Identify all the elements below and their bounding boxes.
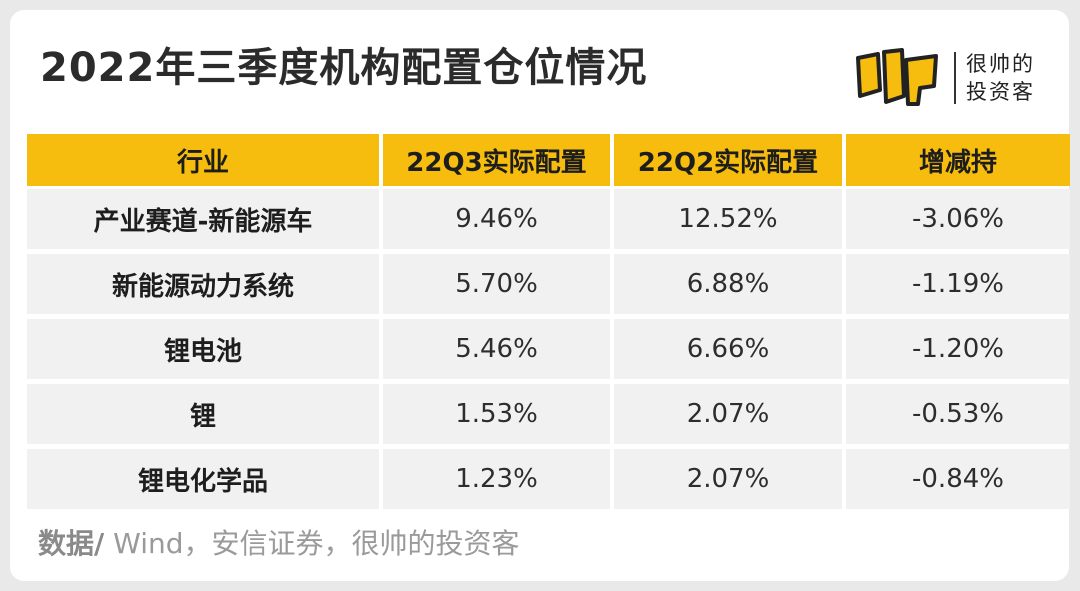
row-2-22q3: 5.70%	[383, 254, 610, 314]
row-2-industry: 新能源动力系统	[27, 254, 379, 314]
row-4-22q3: 1.53%	[383, 384, 610, 444]
row-5-industry: 锂电化学品	[27, 449, 379, 509]
row-5-22q2: 2.07%	[614, 449, 842, 509]
row-1-industry: 产业赛道-新能源车	[27, 189, 379, 249]
data-source: 数据/ Wind，安信证券，很帅的投资客	[38, 530, 520, 558]
source-label: 数据/	[38, 527, 105, 560]
header-change: 增减持	[846, 134, 1070, 186]
source-text: Wind，安信证券，很帅的投资客	[104, 527, 520, 560]
brand-block: 很帅的 投资客	[850, 46, 1060, 108]
row-3-change: -1.20%	[846, 319, 1070, 379]
row-5-22q3: 1.23%	[383, 449, 610, 509]
row-3-industry: 锂电池	[27, 319, 379, 379]
row-4-22q2: 2.07%	[614, 384, 842, 444]
allocation-table: 行业 22Q3实际配置 22Q2实际配置 增减持 产业赛道-新能源车 9.46%…	[27, 134, 1070, 514]
header-22q2: 22Q2实际配置	[614, 134, 842, 186]
row-2-change: -1.19%	[846, 254, 1070, 314]
brand-line-1: 很帅的	[966, 52, 1035, 76]
brand-divider	[954, 52, 956, 104]
row-4-change: -0.53%	[846, 384, 1070, 444]
row-1-22q3: 9.46%	[383, 189, 610, 249]
brand-line-2: 投资客	[966, 80, 1035, 104]
brand-logo-icon	[856, 48, 938, 106]
row-3-22q2: 6.66%	[614, 319, 842, 379]
row-4-industry: 锂	[27, 384, 379, 444]
header-industry: 行业	[27, 134, 379, 186]
page-title: 2022年三季度机构配置仓位情况	[40, 45, 648, 91]
row-1-22q2: 12.52%	[614, 189, 842, 249]
header-22q3: 22Q3实际配置	[383, 134, 610, 186]
brand-name: 很帅的 投资客	[966, 50, 1060, 106]
row-2-22q2: 6.88%	[614, 254, 842, 314]
row-3-22q3: 5.46%	[383, 319, 610, 379]
row-1-change: -3.06%	[846, 189, 1070, 249]
infographic-card: 2022年三季度机构配置仓位情况 很帅的 投资客 行业 22Q3实际配置 22Q…	[10, 10, 1070, 581]
row-5-change: -0.84%	[846, 449, 1070, 509]
